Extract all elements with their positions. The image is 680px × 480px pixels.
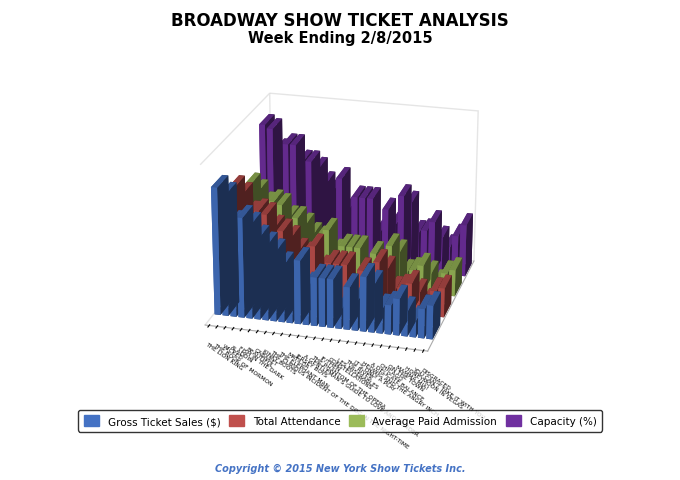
- Text: BROADWAY SHOW TICKET ANALYSIS: BROADWAY SHOW TICKET ANALYSIS: [171, 12, 509, 30]
- Legend: Gross Ticket Sales ($), Total Attendance, Average Paid Admission, Capacity (%): Gross Ticket Sales ($), Total Attendance…: [78, 410, 602, 432]
- Text: Week Ending 2/8/2015: Week Ending 2/8/2015: [248, 31, 432, 46]
- Text: Copyright © 2015 New York Show Tickets Inc.: Copyright © 2015 New York Show Tickets I…: [215, 463, 465, 473]
